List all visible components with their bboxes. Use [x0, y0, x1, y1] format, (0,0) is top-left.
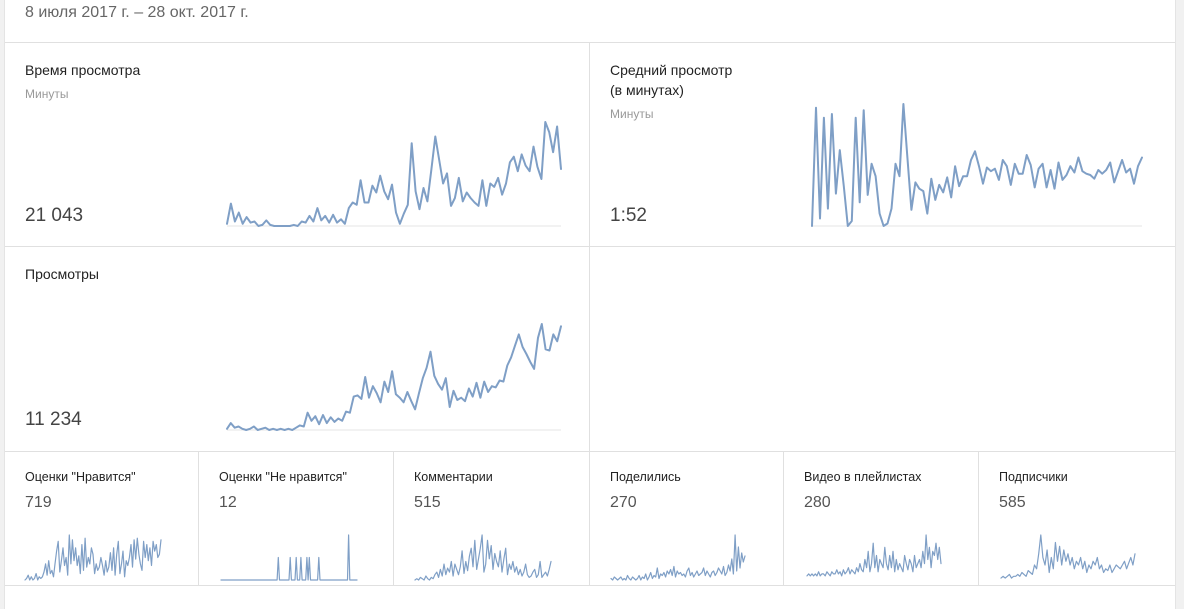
stat-value-likes: 719: [25, 494, 52, 511]
card-title-avg-view-line2: (в минутах): [610, 82, 684, 98]
playlists-sparkline: [806, 534, 942, 577]
sparkline-series: [24, 534, 162, 581]
card-title-watch-time: Время просмотра: [25, 62, 141, 78]
date-range: 8 июля 2017 г. – 28 окт. 2017 г.: [25, 4, 249, 21]
likes-sparkline: [24, 534, 162, 581]
divider: [589, 43, 590, 451]
divider: [5, 585, 1175, 586]
stat-title-subscribers: Подписчики: [999, 470, 1068, 484]
stat-title-dislikes: Оценки "Не нравится": [219, 470, 347, 484]
sparkline-series: [806, 534, 942, 577]
divider: [5, 42, 1175, 43]
watch-time-sparkline: [226, 121, 562, 227]
divider: [783, 452, 784, 585]
divider: [589, 452, 590, 585]
sparkline-series: [226, 121, 562, 227]
sparkline-series: [414, 534, 552, 581]
card-title-avg-view: Средний просмотр (в минутах): [610, 60, 732, 100]
stat-title-playlists: Видео в плейлистах: [804, 470, 922, 484]
comments-sparkline: [414, 534, 552, 581]
card-value-views: 11 234: [25, 409, 82, 430]
sparkline-series: [220, 534, 358, 581]
divider: [5, 246, 1175, 247]
sparkline-series: [811, 103, 1143, 227]
divider: [978, 452, 979, 585]
views-sparkline: [226, 323, 562, 431]
card-value-avg-view: 1:52: [610, 205, 647, 226]
card-title-views: Просмотры: [25, 266, 99, 282]
card-subtitle-avg-view: Минуты: [610, 107, 654, 121]
stat-value-shares: 270: [610, 494, 637, 511]
subscribers-sparkline: [1000, 534, 1136, 579]
stat-title-shares: Поделились: [610, 470, 681, 484]
avg-view-sparkline: [811, 103, 1143, 227]
stats-panel: 8 июля 2017 г. – 28 окт. 2017 г. Время п…: [4, 0, 1176, 609]
sparkline-series: [610, 534, 746, 581]
dislikes-sparkline: [220, 534, 358, 581]
divider: [198, 452, 199, 585]
shares-sparkline: [610, 534, 746, 581]
card-value-watch-time: 21 043: [25, 205, 84, 226]
divider: [5, 451, 1175, 452]
stat-value-subscribers: 585: [999, 494, 1026, 511]
stat-value-playlists: 280: [804, 494, 831, 511]
card-title-avg-view-line1: Средний просмотр: [610, 62, 733, 78]
stat-title-comments: Комментарии: [414, 470, 493, 484]
sparkline-series: [1000, 534, 1136, 579]
sparkline-series: [226, 323, 562, 431]
stat-value-dislikes: 12: [219, 494, 237, 511]
stat-value-comments: 515: [414, 494, 441, 511]
divider: [393, 452, 394, 585]
card-subtitle-watch-time: Минуты: [25, 87, 69, 101]
stat-title-likes: Оценки "Нравится": [25, 470, 136, 484]
